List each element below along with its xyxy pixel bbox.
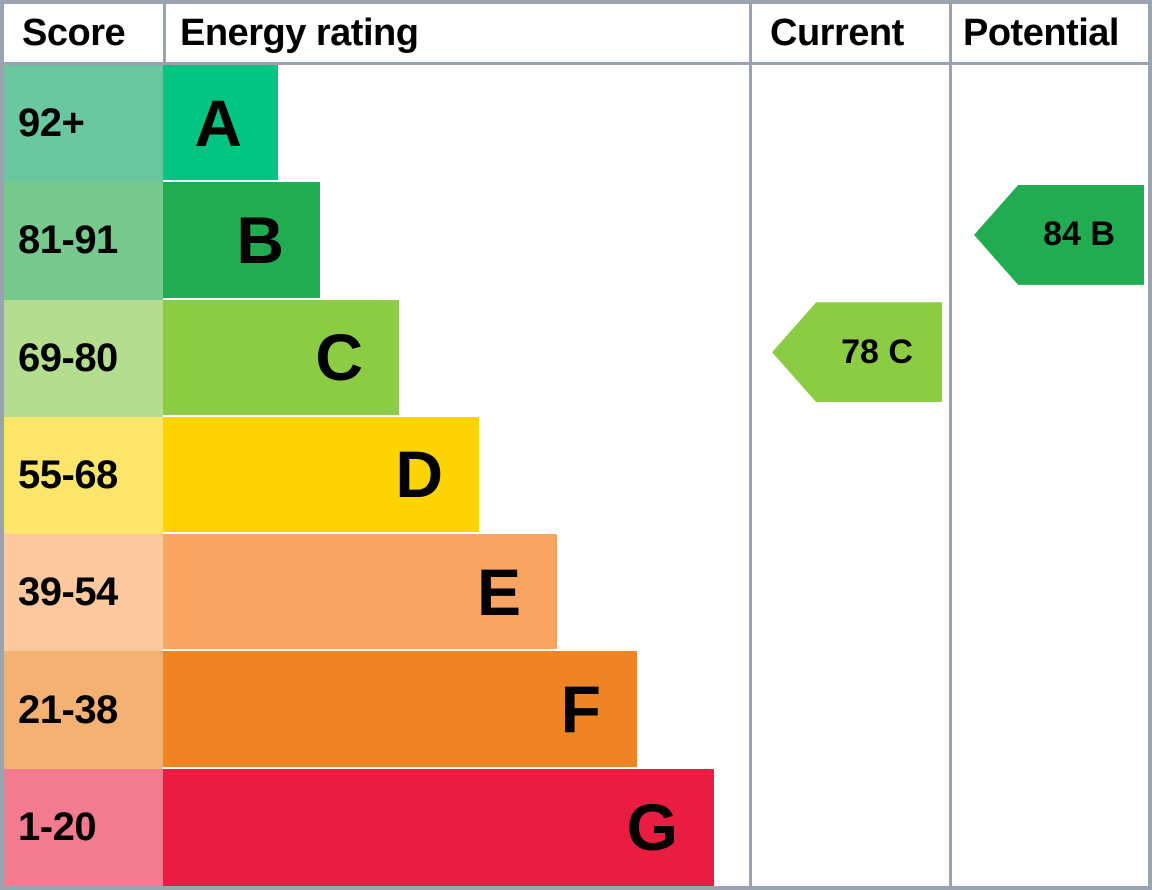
potential-cell-b: 84 B [949, 182, 1148, 300]
band-row-g: 1-20 G [4, 768, 1148, 886]
rating-bar-g: G [163, 768, 714, 886]
rating-bar-a: A [163, 65, 278, 181]
rating-letter-f: F [560, 672, 601, 747]
rating-bar-f: F [163, 651, 637, 767]
current-rating-arrow: 78 C [772, 302, 942, 403]
rating-letter-g: G [626, 790, 678, 865]
bar-zone-b: B [163, 182, 749, 300]
header-potential: Potential [949, 4, 1148, 62]
rating-bar-b: B [163, 182, 320, 298]
score-range-a: 92+ [4, 65, 163, 183]
rating-letter-b: B [236, 202, 284, 277]
bar-zone-c: C [163, 299, 749, 417]
score-range-c: 69-80 [4, 299, 163, 417]
score-range-d: 55-68 [4, 416, 163, 535]
bar-zone-a: A [163, 65, 749, 183]
rating-bar-e: E [163, 534, 557, 650]
current-cell-c: 78 C [749, 299, 949, 417]
current-cell-f [749, 651, 949, 769]
bar-zone-g: G [163, 768, 749, 886]
score-range-b: 81-91 [4, 182, 163, 300]
band-row-c: 69-80 C 78 C [4, 299, 1148, 417]
band-row-f: 21-38 F [4, 651, 1148, 769]
current-cell-a [749, 65, 949, 183]
potential-cell-f [949, 651, 1148, 769]
current-cell-g [749, 768, 949, 886]
band-row-a: 92+ A [4, 65, 1148, 183]
header-score: Score [22, 11, 126, 54]
score-range-e: 39-54 [4, 534, 163, 652]
rating-bar-c: C [163, 299, 399, 415]
potential-cell-e [949, 534, 1148, 652]
rating-letter-e: E [476, 554, 521, 629]
potential-cell-d [949, 416, 1148, 535]
current-cell-b [749, 182, 949, 300]
band-row-e: 39-54 E [4, 534, 1148, 652]
score-range-g: 1-20 [4, 768, 163, 886]
bar-zone-d: D [163, 416, 749, 535]
score-range-f: 21-38 [4, 651, 163, 769]
header-energy-rating: Energy rating [163, 4, 749, 62]
current-cell-d [749, 416, 949, 535]
potential-cell-c [949, 299, 1148, 417]
band-row-d: 55-68 D [4, 416, 1148, 535]
rating-letter-d: D [395, 437, 443, 512]
bar-zone-e: E [163, 534, 749, 652]
bar-zone-f: F [163, 651, 749, 769]
rating-bar-d: D [163, 416, 479, 533]
band-row-b: 81-91 B 84 B [4, 182, 1148, 300]
header-row: Score Energy rating Current Potential [4, 4, 1148, 65]
current-cell-e [749, 534, 949, 652]
potential-cell-a [949, 65, 1148, 183]
potential-cell-g [949, 768, 1148, 886]
rating-letter-a: A [194, 85, 242, 160]
rating-bands: 92+ A 81-91 B 84 B 69-80 C [4, 65, 1148, 886]
potential-rating-arrow: 84 B [974, 184, 1144, 285]
header-current: Current [749, 4, 949, 62]
rating-letter-c: C [315, 320, 363, 395]
